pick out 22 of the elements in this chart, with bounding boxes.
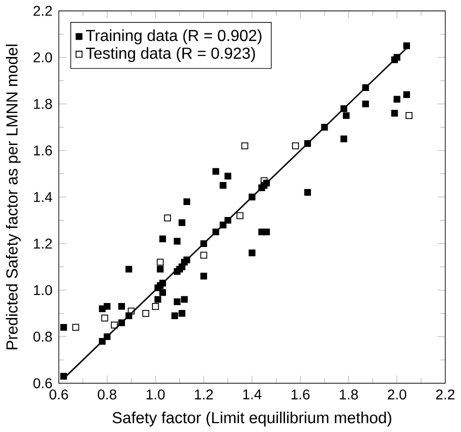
x-tick-label: 0.6	[50, 389, 68, 400]
x-tick-label: 1.0	[146, 389, 165, 400]
x-tick-label: 1.6	[292, 389, 310, 400]
y-tick-label: 1.6	[34, 145, 52, 156]
x-tick-label: 2.0	[388, 389, 406, 400]
legend-label: Training data (R = 0.902)	[86, 29, 262, 44]
y-tick-label: 1.2	[34, 238, 52, 248]
y-tick-label: 1.0	[34, 284, 52, 295]
x-tick-label: 1.8	[340, 389, 358, 400]
y-tick-label: 0.8	[33, 331, 52, 342]
x-tick-label: 1.4	[243, 389, 262, 400]
y-tick-label: 1.4	[34, 192, 52, 202]
y-tick-label: 2.0	[34, 52, 52, 62]
y-axis-title: Predicted Safety factor as per LMNN model	[6, 44, 21, 350]
y-tick-label: 1.8	[34, 98, 52, 109]
x-tick-label: 0.8	[98, 389, 116, 400]
legend-label: Testing data (R = 0.923)	[86, 46, 255, 62]
x-tick-label: 2.2	[436, 389, 454, 400]
x-axis-title: Safety factor (Limit equillibrium method)	[112, 411, 392, 426]
y-tick-label: 0.6	[33, 378, 52, 388]
x-tick-label: 1.2	[194, 389, 213, 400]
y-tick-label: 2.2	[34, 6, 52, 16]
